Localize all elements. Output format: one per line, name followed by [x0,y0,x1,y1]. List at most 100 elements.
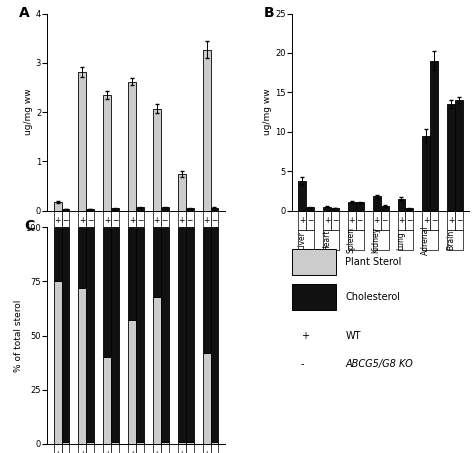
Bar [398,230,413,250]
Text: −: − [211,216,218,225]
Bar [161,211,169,230]
Bar [103,444,111,453]
Bar [348,202,356,211]
Bar [348,230,364,250]
Text: −: − [211,450,218,453]
Text: +: + [448,216,454,225]
Bar [178,230,193,250]
Text: +: + [423,216,429,225]
Bar [422,136,430,211]
Text: +: + [179,450,185,453]
Bar [153,444,161,453]
Text: Cholesterol: Cholesterol [345,292,400,302]
Bar [298,230,314,250]
Text: Brain: Brain [201,230,210,251]
Text: −: − [63,216,69,225]
Bar [455,211,463,230]
Bar [54,230,70,250]
Bar [323,211,331,230]
Bar [78,288,86,444]
Bar [186,211,193,230]
Bar [202,353,210,444]
Bar [298,211,306,230]
Bar [306,211,314,230]
Bar [331,211,339,230]
Bar [161,444,169,453]
Text: −: − [456,216,462,225]
Bar [78,444,86,453]
Bar [153,227,161,297]
Text: +: + [154,450,160,453]
Text: +: + [79,216,86,225]
Bar [103,227,111,357]
Bar [381,211,389,230]
Text: +: + [79,450,86,453]
Bar [103,230,119,250]
Text: +: + [55,216,61,225]
Text: −: − [137,450,143,453]
Text: +: + [129,216,135,225]
Bar [186,442,193,444]
Bar [128,211,136,230]
Bar [178,173,186,211]
Bar [373,230,389,250]
Bar [373,211,381,230]
Bar [186,227,193,442]
Bar [111,442,119,444]
Bar [430,61,438,211]
Bar [153,211,161,230]
Bar [111,208,119,211]
Text: Adrenal: Adrenal [177,226,186,255]
Text: −: − [186,450,193,453]
Bar [103,211,111,230]
Bar [78,230,94,250]
FancyBboxPatch shape [292,249,337,275]
Text: +: + [374,216,380,225]
Text: +: + [349,216,355,225]
Bar [210,227,219,442]
Bar [54,444,62,453]
Bar [202,49,210,211]
Bar [210,444,219,453]
Bar [103,357,111,444]
Bar [54,227,62,281]
Y-axis label: ug/mg ww: ug/mg ww [24,89,33,135]
Text: +: + [398,216,405,225]
Text: Plant Sterol: Plant Sterol [345,257,401,267]
Bar [210,207,219,211]
Text: +: + [324,216,330,225]
Text: Lung: Lung [396,231,405,250]
Text: −: − [112,216,118,225]
Bar [136,444,144,453]
Text: −: − [87,216,93,225]
Bar [447,211,455,230]
Bar [405,211,413,230]
Bar [136,442,144,444]
Bar [62,211,70,230]
Bar [128,227,136,320]
Bar [422,230,438,250]
Bar [128,230,144,250]
Text: +: + [299,216,305,225]
Bar [298,181,306,211]
Text: −: − [186,216,193,225]
Bar [202,211,210,230]
Text: −: − [307,216,313,225]
Text: +: + [179,216,185,225]
Bar [86,444,94,453]
Bar [128,82,136,211]
Text: −: − [63,450,69,453]
Bar [178,442,186,444]
Text: −: − [112,450,118,453]
Bar [62,209,70,211]
Bar [78,227,86,288]
Text: −: − [431,216,438,225]
Bar [210,442,219,444]
Bar [111,444,119,453]
Bar [111,227,119,442]
Bar [331,208,339,211]
Bar [54,211,62,230]
Bar [430,211,438,230]
Bar [178,211,186,230]
Bar [78,211,86,230]
